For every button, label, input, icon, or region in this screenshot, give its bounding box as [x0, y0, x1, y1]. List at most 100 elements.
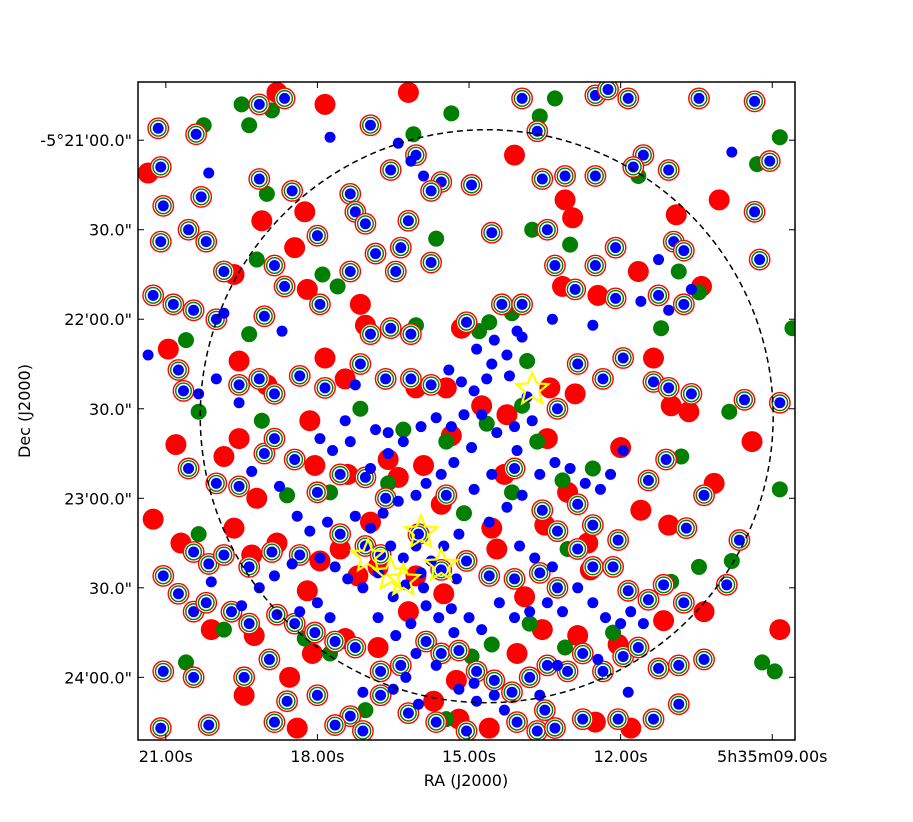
- multi-band-source-marker: [693, 484, 715, 507]
- red-source-marker: [397, 601, 419, 623]
- multi-band-source-marker: [152, 564, 175, 587]
- blue-core: [524, 671, 536, 683]
- blue-core: [577, 647, 589, 659]
- blue-core: [483, 570, 495, 582]
- multi-band-source-marker: [612, 347, 635, 369]
- blue-core: [678, 298, 690, 310]
- blue-source-marker: [466, 442, 478, 454]
- blue-core: [188, 671, 200, 683]
- multi-band-source-marker: [571, 708, 594, 731]
- multi-band-source-marker: [518, 666, 541, 689]
- blue-core: [294, 370, 306, 382]
- blue-core: [572, 358, 584, 370]
- multi-band-source-marker: [531, 168, 554, 190]
- blue-core: [279, 92, 291, 104]
- multi-band-source-marker: [642, 708, 665, 731]
- multi-band-source-marker: [566, 493, 589, 516]
- multi-band-source-marker: [758, 150, 781, 172]
- blue-source-marker: [509, 421, 521, 433]
- blue-core: [344, 188, 356, 200]
- multi-band-source-marker: [581, 556, 604, 578]
- multi-band-source-marker: [478, 564, 501, 587]
- multi-band-source-marker: [205, 472, 228, 495]
- green-source-marker: [190, 403, 207, 420]
- multi-band-source-marker: [324, 630, 346, 653]
- blue-core: [405, 328, 417, 340]
- blue-core: [680, 522, 692, 534]
- blue-core: [506, 686, 518, 698]
- multi-band-source-marker: [693, 648, 715, 671]
- field-of-view-circle: [199, 128, 774, 704]
- multi-band-source-marker: [597, 82, 619, 101]
- multi-band-source-marker: [197, 553, 220, 575]
- green-source-marker: [438, 433, 455, 450]
- y-tick-label: 30.0": [89, 221, 132, 240]
- blue-core: [612, 534, 624, 546]
- blue-core: [531, 725, 543, 737]
- y-tick-label: -5°21'00.0": [40, 131, 132, 150]
- blue-core: [412, 528, 424, 540]
- blue-core: [559, 170, 571, 182]
- blue-core: [511, 716, 523, 728]
- green-source-marker: [241, 117, 258, 134]
- blue-source-marker: [314, 433, 326, 445]
- green-source-marker: [248, 251, 265, 268]
- blue-source-marker: [471, 695, 483, 707]
- red-source-marker: [367, 636, 389, 658]
- blue-core: [496, 298, 508, 310]
- multi-band-source-marker: [544, 254, 566, 277]
- blue-source-marker: [324, 612, 336, 624]
- blue-core: [551, 582, 563, 594]
- multi-band-source-marker: [420, 180, 443, 202]
- blue-core: [610, 292, 622, 304]
- red-source-marker: [630, 499, 652, 521]
- blue-core: [610, 242, 622, 254]
- blue-core: [370, 248, 382, 260]
- red-source-marker: [678, 401, 700, 423]
- blue-source-marker: [382, 427, 394, 439]
- red-source-marker: [314, 93, 336, 115]
- blue-core: [395, 659, 407, 671]
- blue-core: [155, 236, 167, 248]
- multi-band-source-marker: [149, 230, 172, 253]
- blue-core: [203, 719, 215, 731]
- blue-core: [612, 713, 624, 725]
- blue-source-marker: [445, 603, 457, 615]
- blue-source-marker: [430, 659, 442, 671]
- multi-band-source-marker: [748, 248, 771, 271]
- multi-band-source-marker: [369, 684, 392, 707]
- blue-source-marker: [377, 507, 389, 519]
- blue-source-marker: [534, 468, 546, 480]
- blue-core: [632, 641, 644, 653]
- blue-core: [309, 627, 321, 639]
- blue-source-marker: [501, 349, 513, 361]
- blue-core: [597, 665, 609, 677]
- red-source-marker: [304, 454, 326, 476]
- green-source-marker: [190, 526, 207, 543]
- red-source-marker: [296, 580, 318, 602]
- red-source-marker: [157, 338, 179, 360]
- blue-core: [385, 164, 397, 176]
- multi-band-source-marker: [162, 293, 185, 316]
- red-source-marker: [642, 347, 664, 369]
- multi-band-source-marker: [228, 475, 250, 498]
- blue-core: [200, 597, 212, 609]
- blue-core: [167, 298, 179, 310]
- blue-core: [516, 92, 528, 104]
- multi-band-source-marker: [604, 236, 627, 259]
- green-source-marker: [754, 654, 771, 671]
- blue-source-marker: [304, 525, 316, 537]
- blue-core: [266, 546, 278, 558]
- green-source-marker: [584, 460, 601, 477]
- blue-source-marker: [392, 495, 404, 507]
- blue-core: [172, 364, 184, 376]
- green-source-marker: [721, 403, 738, 420]
- multi-band-source-marker: [182, 541, 205, 563]
- blue-core: [749, 95, 761, 107]
- blue-core: [551, 403, 563, 415]
- blue-core: [440, 489, 452, 501]
- blue-core: [344, 710, 356, 722]
- multi-band-source-marker: [149, 717, 172, 739]
- blue-source-marker: [412, 698, 424, 710]
- multi-band-source-marker: [283, 612, 306, 635]
